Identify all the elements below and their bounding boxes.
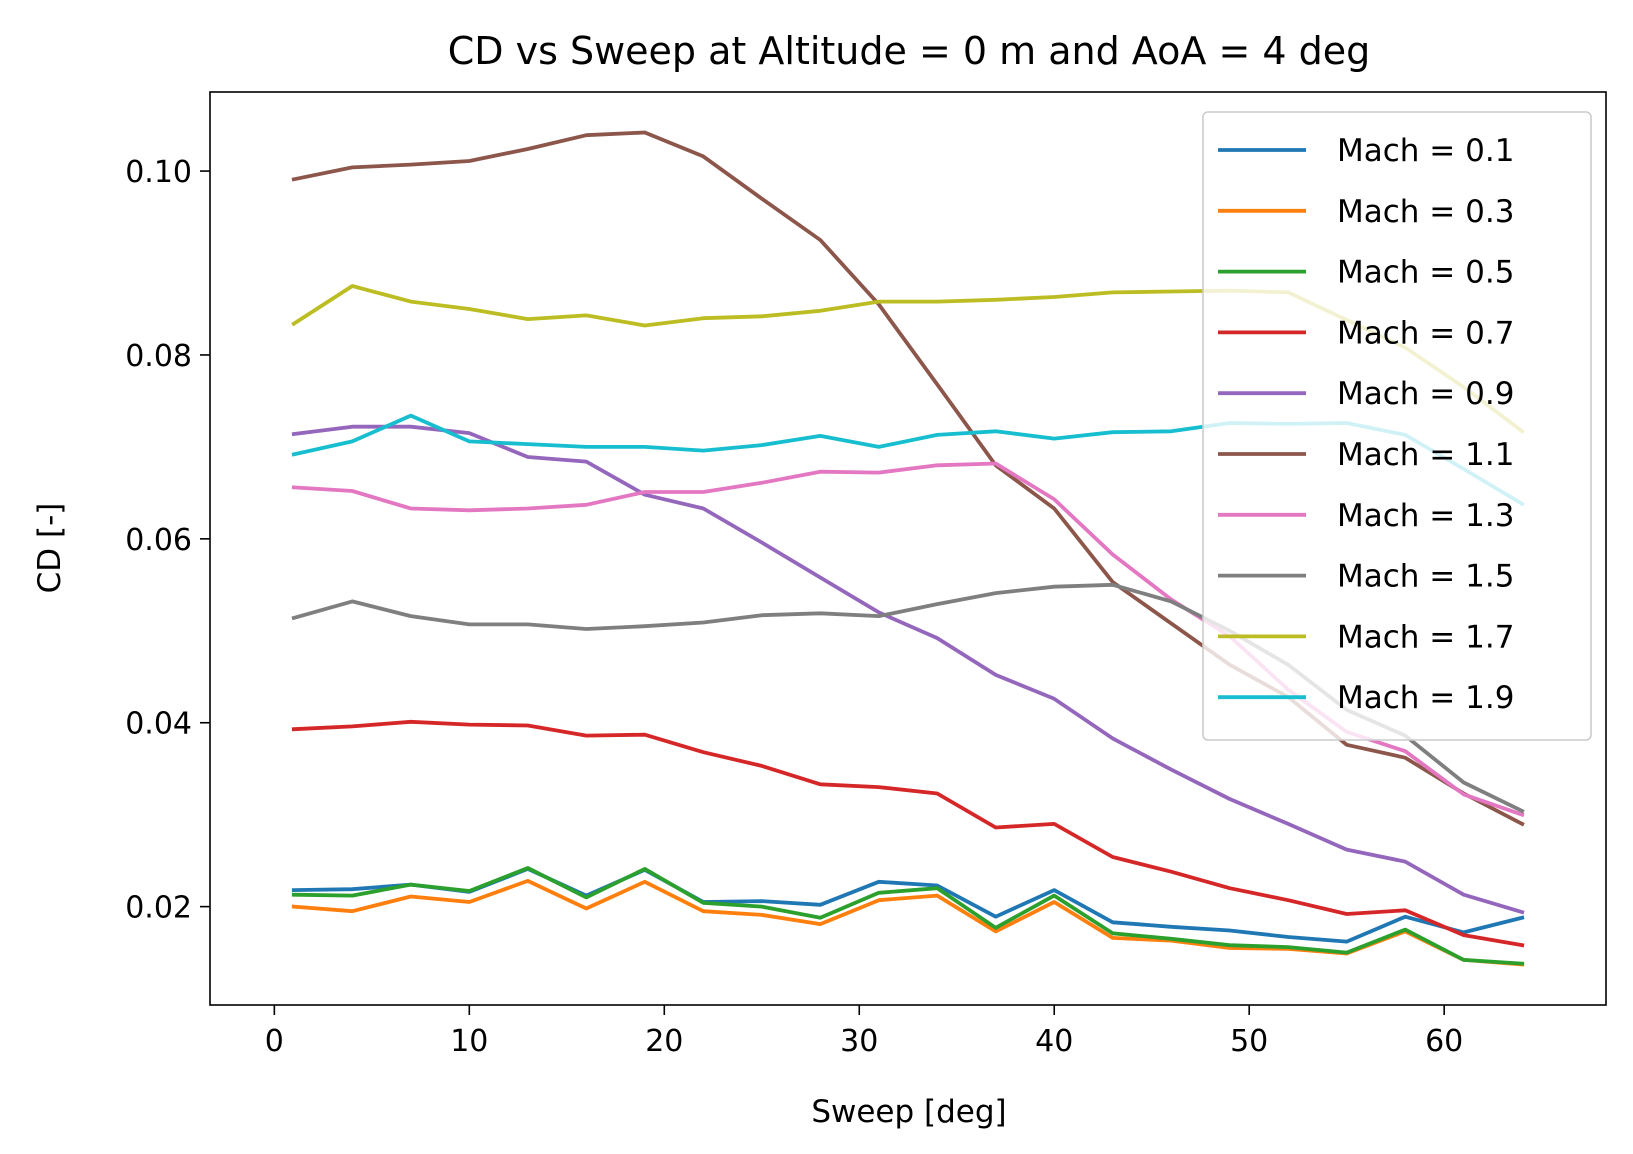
x-tick-label: 60 <box>1425 1024 1463 1059</box>
y-tick-label: 0.06 <box>125 523 192 558</box>
legend: Mach = 0.1 Mach = 0.3 Mach = 0.5 Mach = 0.7… <box>1202 111 1592 741</box>
legend-label-9: Mach = 1.7 <box>1337 619 1514 655</box>
legend-box <box>1202 111 1592 741</box>
legend-label-10: Mach = 1.9 <box>1337 680 1514 716</box>
x-tick-label: 40 <box>1035 1024 1073 1059</box>
legend-label-8: Mach = 1.5 <box>1337 559 1514 595</box>
y-tick-label: 0.04 <box>125 707 192 742</box>
x-tick-label: 0 <box>265 1024 284 1059</box>
y-axis: 0.02 0.04 0.06 0.08 0.10 <box>125 155 210 926</box>
legend-label-6: Mach = 1.1 <box>1337 437 1514 473</box>
y-tick-label: 0.10 <box>125 155 192 190</box>
legend-label-1: Mach = 0.1 <box>1337 133 1514 169</box>
x-tick-label: 50 <box>1230 1024 1268 1059</box>
y-tick-label: 0.08 <box>125 339 192 374</box>
legend-label-3: Mach = 0.5 <box>1337 255 1514 291</box>
series-line-5 <box>291 424 1525 915</box>
legend-label-7: Mach = 1.3 <box>1337 498 1514 534</box>
legend-label-5: Mach = 0.9 <box>1337 376 1514 412</box>
series-line-3 <box>291 866 1525 966</box>
x-axis: 0 10 20 30 40 50 60 <box>265 1005 1463 1059</box>
x-axis-label: Sweep [deg] <box>811 1094 1006 1130</box>
x-tick-label: 10 <box>450 1024 488 1059</box>
y-axis-label: CD [-] <box>32 503 68 594</box>
series-line-4 <box>291 719 1525 948</box>
plot-frame <box>209 91 1607 1006</box>
chart-title: CD vs Sweep at Altitude = 0 m and AoA = … <box>448 29 1371 73</box>
legend-label-4: Mach = 0.7 <box>1337 315 1514 351</box>
y-tick-label: 0.02 <box>125 891 192 926</box>
x-tick-label: 30 <box>840 1024 878 1059</box>
x-tick-label: 20 <box>645 1024 683 1059</box>
legend-entries: Mach = 0.1 Mach = 0.3 Mach = 0.5 Mach = 0.7… <box>1218 133 1514 716</box>
legend-label-2: Mach = 0.3 <box>1337 194 1514 230</box>
